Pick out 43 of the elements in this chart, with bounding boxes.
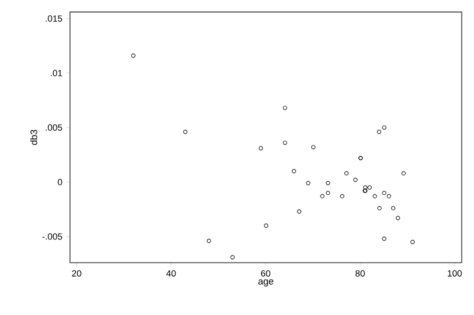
point	[264, 224, 268, 228]
point	[382, 125, 386, 130]
point	[206, 238, 212, 243]
point	[340, 194, 344, 198]
point	[292, 169, 296, 174]
point	[306, 181, 310, 186]
point	[363, 185, 368, 190]
point	[391, 206, 396, 210]
y-tick-label: -.005	[42, 233, 62, 240]
point	[320, 194, 324, 198]
point	[230, 255, 235, 260]
point	[401, 171, 406, 176]
point	[382, 190, 386, 196]
point	[344, 171, 349, 176]
point	[372, 194, 377, 198]
point	[367, 185, 372, 190]
y-tick-label: .005	[46, 124, 62, 131]
point	[258, 146, 263, 150]
point	[386, 194, 392, 198]
x-tick-label: 60	[261, 270, 270, 277]
point	[326, 181, 330, 186]
x-tick-label: 80	[356, 270, 365, 277]
x-tick-label: 20	[72, 270, 82, 277]
y-tick-label: .01	[50, 70, 62, 76]
point	[282, 140, 288, 145]
point	[282, 106, 288, 110]
point	[410, 240, 415, 244]
x-tick-label: 40	[166, 270, 176, 277]
point	[376, 130, 382, 134]
point	[326, 190, 330, 196]
x-tick-label: 100	[448, 270, 462, 277]
point	[396, 216, 400, 220]
y-tick-label: 0	[58, 178, 62, 186]
x-axis-title: age	[258, 279, 274, 286]
point	[183, 130, 188, 134]
point	[131, 54, 136, 58]
point	[353, 178, 358, 182]
point	[377, 206, 382, 210]
point	[297, 209, 302, 214]
point	[311, 145, 316, 150]
point	[382, 236, 386, 241]
y-axis-title: db3	[30, 130, 38, 145]
y-tick-label: .015	[46, 15, 62, 22]
